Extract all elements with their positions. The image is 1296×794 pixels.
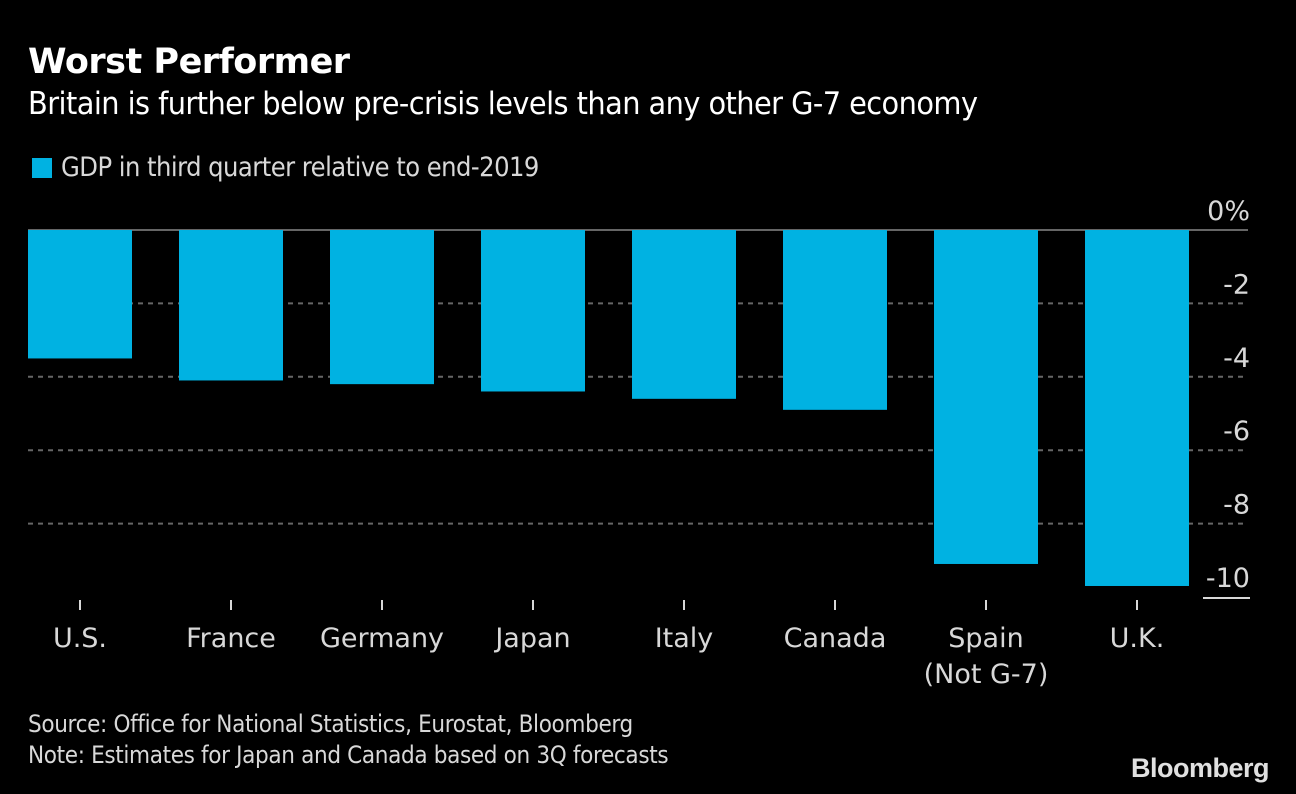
- chart-title: Worst Performer: [28, 42, 350, 82]
- y-tick-label: -6: [1223, 416, 1250, 447]
- x-tick-label: Germany: [320, 623, 444, 654]
- bar: [934, 230, 1038, 564]
- bloomberg-logo: Bloomberg: [1130, 753, 1270, 783]
- x-tick-label: Canada: [784, 623, 887, 654]
- axes: 0% -2 -4 -6 -8 -10 U.S. France Germany Japan Italy…: [53, 196, 1250, 690]
- bar: [1085, 230, 1189, 586]
- bars: [28, 230, 1189, 586]
- x-tick-label: U.S.: [53, 623, 107, 654]
- legend-swatch: [32, 157, 52, 178]
- y-tick-label: -4: [1223, 343, 1250, 374]
- y-tick-label: -8: [1223, 490, 1250, 521]
- bar: [28, 230, 132, 359]
- bar: [330, 230, 434, 385]
- bar: [179, 230, 283, 381]
- x-tick-label: (Not G-7): [924, 659, 1049, 690]
- legend-label: GDP in third quarter relative to end-201…: [61, 152, 539, 183]
- y-tick-label: -2: [1223, 269, 1250, 300]
- legend: GDP in third quarter relative to end-201…: [32, 152, 592, 183]
- x-tick-label: Japan: [493, 623, 570, 654]
- x-tick-label: U.K.: [1110, 623, 1165, 654]
- x-tick-label: Spain: [948, 623, 1023, 654]
- bar: [783, 230, 887, 410]
- x-tick-label: France: [186, 623, 276, 654]
- x-tick-label: Italy: [655, 623, 714, 654]
- note: Note: Estimates for Japan and Canada bas…: [28, 741, 669, 769]
- y-tick-label: 0%: [1207, 196, 1250, 227]
- bar: [632, 230, 736, 399]
- bar: [481, 230, 585, 392]
- chart-subtitle: Britain is further below pre-crisis leve…: [28, 86, 978, 122]
- source-note: Source: Office for National Statistics, …: [28, 710, 633, 738]
- y-tick-label: -10: [1206, 563, 1250, 594]
